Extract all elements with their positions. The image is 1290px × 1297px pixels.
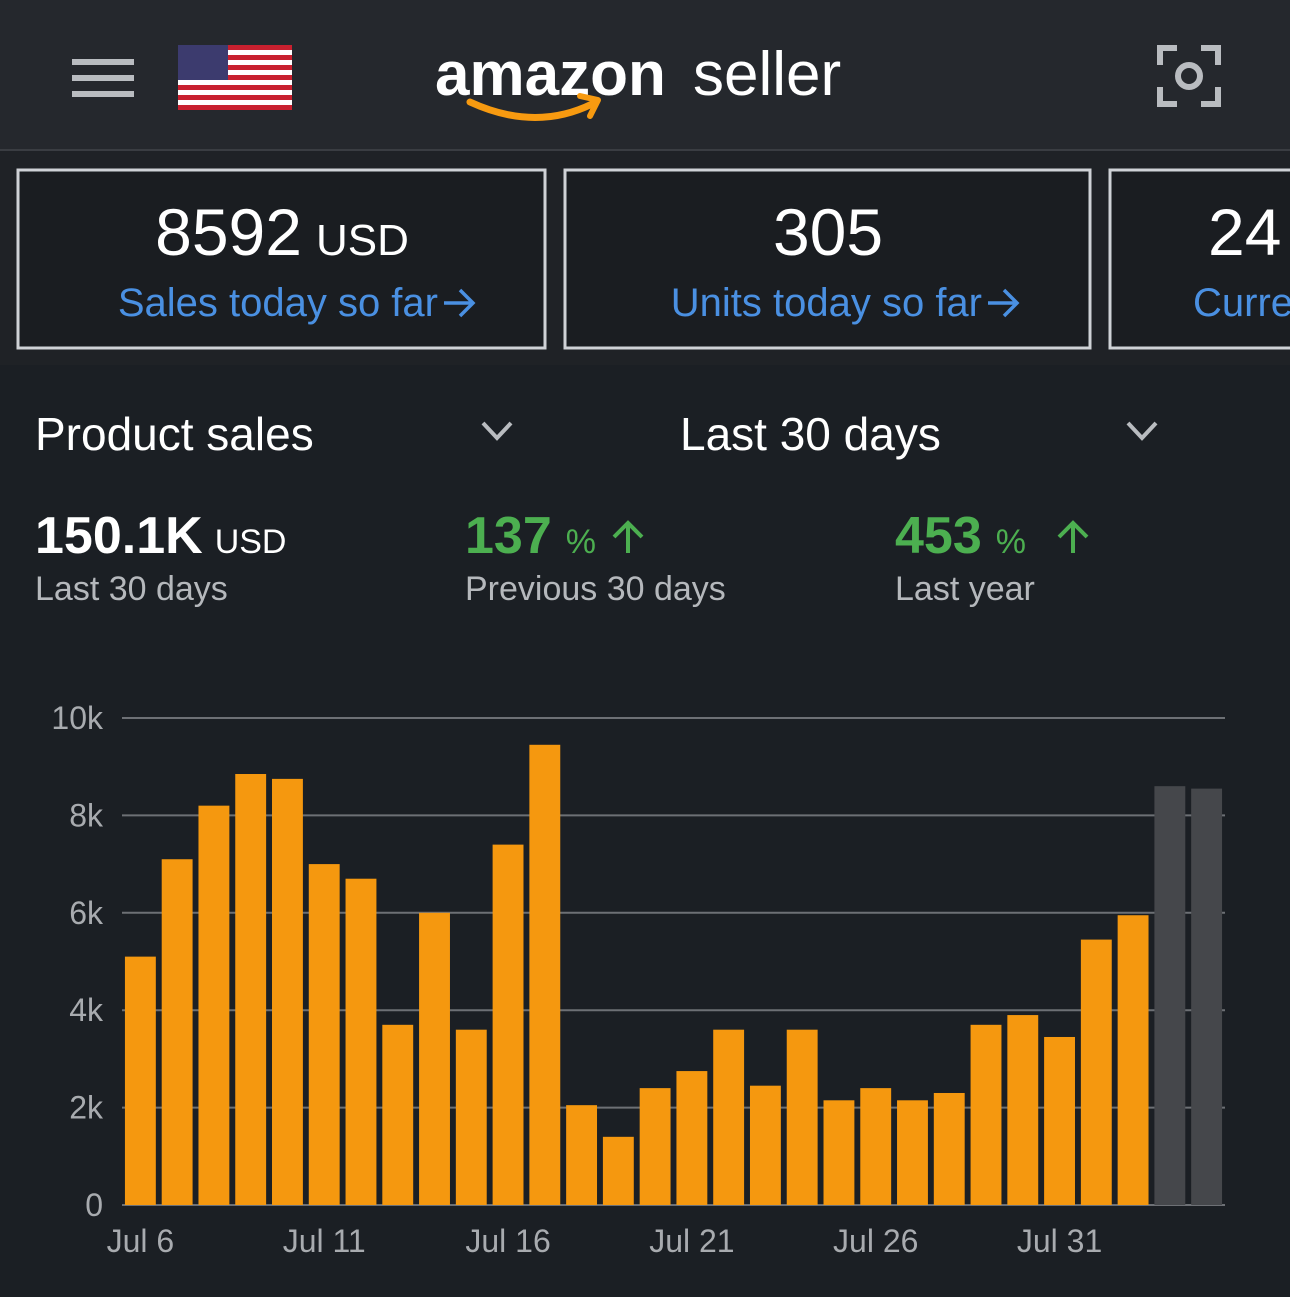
- summary-unit: %: [996, 523, 1026, 561]
- tile-unit: USD: [316, 216, 409, 265]
- flag-canton: [178, 45, 228, 80]
- bar: [786, 1029, 818, 1205]
- metric-label: Product sales: [35, 408, 314, 460]
- tile-value: 305: [773, 195, 883, 269]
- bar: [529, 744, 561, 1205]
- tile-frame: [1108, 168, 1290, 350]
- summary-label: Last year: [895, 570, 1035, 608]
- summary-label: Previous 30 days: [465, 570, 726, 608]
- scan-frame: [1157, 45, 1221, 107]
- flag-stripe: [178, 55, 292, 60]
- metric-dropdown[interactable]: Product sales: [35, 408, 513, 460]
- y-tick-label: 10k: [51, 700, 104, 736]
- y-tick-label: 0: [85, 1187, 103, 1223]
- chevron: [481, 421, 513, 441]
- x-tick-label: Jul 31: [1017, 1223, 1102, 1259]
- up-arrow: [1057, 520, 1089, 553]
- x-tick-label: Jul 21: [649, 1223, 734, 1259]
- summary-value: 150.1K USD: [35, 507, 286, 565]
- bar: [345, 878, 377, 1205]
- bar: [308, 864, 340, 1205]
- bar: [1154, 786, 1186, 1205]
- summary-unit: USD: [215, 523, 287, 561]
- tile-label: Sales today so far: [118, 281, 438, 325]
- bar: [161, 859, 193, 1205]
- x-tick-label: Jul 11: [283, 1223, 366, 1259]
- tile-value: 24: [1208, 195, 1281, 269]
- tile-arrow: [988, 288, 1020, 318]
- summary-number: 150.1K: [35, 507, 203, 565]
- bar: [1044, 1036, 1075, 1205]
- tile[interactable]: 305 Units today so far: [563, 168, 1092, 350]
- tile-arrow: [444, 288, 476, 318]
- scan-lens: [1175, 62, 1203, 90]
- summary-value: 453%: [895, 507, 1026, 565]
- y-tick-label: 6k: [69, 895, 104, 931]
- summary-value: 137%: [465, 507, 596, 565]
- summary-number: 453: [895, 507, 982, 565]
- bar: [1191, 788, 1223, 1205]
- bar: [970, 1024, 1002, 1205]
- flag-stripe: [178, 85, 292, 90]
- x-tick-label: Jul 16: [465, 1223, 550, 1259]
- bar: [1007, 1015, 1039, 1205]
- flag-stripe: [178, 105, 292, 110]
- bar: [713, 1029, 745, 1205]
- bar: [823, 1100, 855, 1205]
- logo-word: amazon: [435, 40, 666, 109]
- period-label: Last 30 days: [680, 408, 941, 460]
- bar: [455, 1029, 487, 1205]
- flag[interactable]: [178, 45, 292, 110]
- summary-label: Last 30 days: [35, 570, 228, 608]
- flag-stripe: [178, 75, 292, 80]
- y-tick-label: 8k: [69, 797, 104, 833]
- tile-value: 8592 USD: [155, 195, 409, 269]
- flag-stripe: [178, 95, 292, 100]
- bar: [235, 774, 267, 1205]
- bar: [639, 1088, 671, 1205]
- bar: [1080, 939, 1112, 1205]
- bar: [124, 956, 156, 1205]
- tile[interactable]: 24 Curre: [1108, 168, 1290, 350]
- bar: [419, 912, 450, 1205]
- logo-suffix: seller: [693, 40, 841, 109]
- flag-stripe: [178, 65, 292, 70]
- tile-frame: [563, 168, 1092, 350]
- bar: [566, 1105, 598, 1205]
- period-dropdown[interactable]: Last 30 days: [680, 408, 1158, 460]
- bar: [676, 1071, 708, 1205]
- bar: [272, 778, 303, 1205]
- logo-smile: [466, 98, 596, 121]
- sales-chart: 0 2k 4k 6k 8k 10k Jul 6 Jul 11 Jul 16 Jul 21 Jul 2…: [51, 700, 1225, 1259]
- bar: [860, 1088, 892, 1205]
- summary-unit: %: [566, 523, 596, 561]
- tile-frame: [16, 168, 547, 350]
- bar: [1117, 915, 1149, 1205]
- x-tick-label: Jul 26: [833, 1223, 918, 1259]
- bar: [897, 1100, 928, 1205]
- tile-number: 8592: [155, 195, 302, 269]
- logo-smile-tip: [577, 93, 601, 119]
- tile-label: Units today so far: [671, 281, 982, 325]
- bar: [382, 1024, 414, 1205]
- bar: [198, 805, 230, 1205]
- bar: [602, 1136, 634, 1205]
- tile-label: Curre: [1193, 281, 1290, 325]
- flag-stripe: [178, 45, 292, 50]
- menu-button[interactable]: [72, 59, 134, 97]
- y-tick-label: 4k: [69, 992, 104, 1028]
- summary-number: 137: [465, 507, 552, 565]
- bar: [933, 1092, 965, 1205]
- camera-button[interactable]: [1157, 45, 1221, 107]
- x-tick-label: Jul 6: [107, 1223, 175, 1259]
- y-tick-label: 2k: [69, 1090, 104, 1126]
- bar: [749, 1085, 781, 1205]
- tile[interactable]: 8592 USD Sales today so far: [16, 168, 547, 350]
- up-arrow: [612, 520, 644, 553]
- bar: [492, 844, 524, 1205]
- chevron: [1126, 421, 1158, 441]
